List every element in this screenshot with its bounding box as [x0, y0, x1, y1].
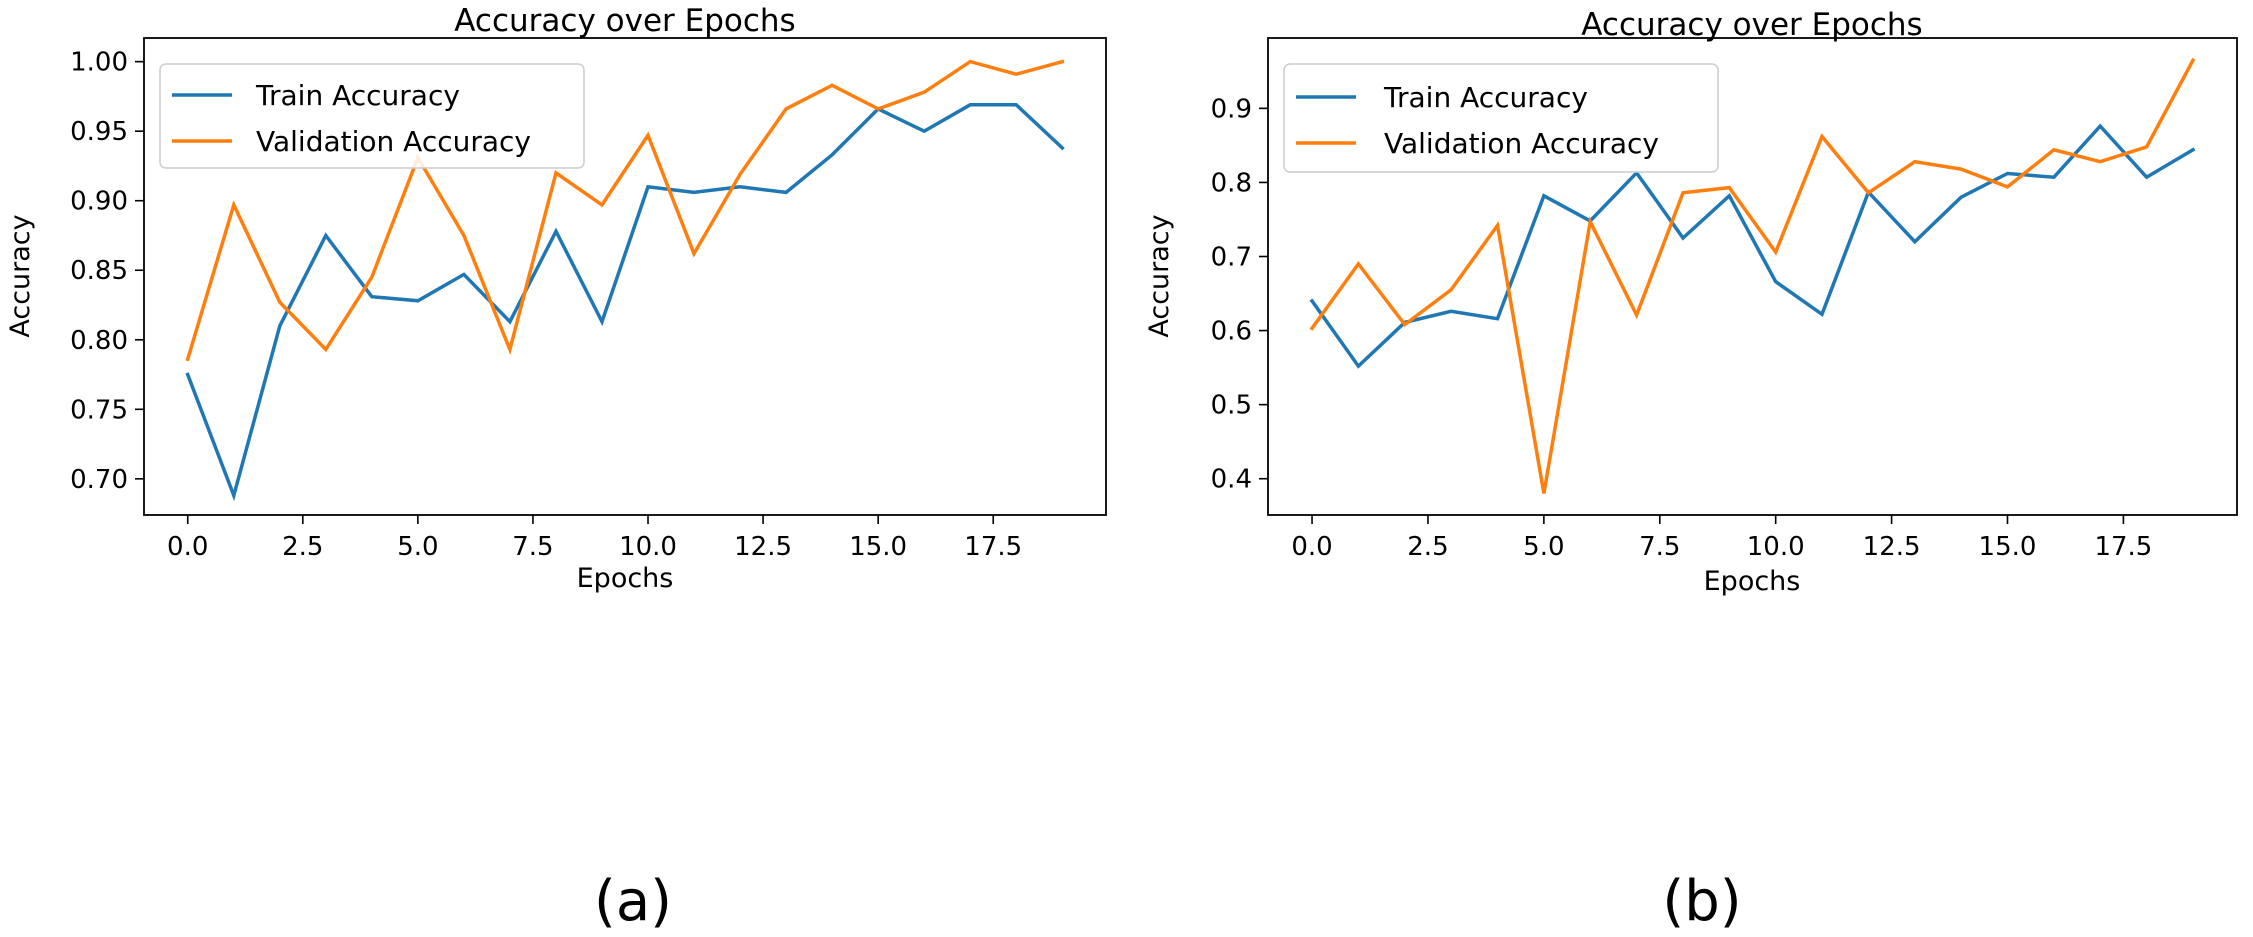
y-tick-label: 0.9	[1211, 94, 1252, 124]
y-tick-label: 0.95	[70, 117, 128, 147]
y-tick-label: 0.90	[70, 187, 128, 217]
y-ticks: 0.70 0.75 0.80 0.85 0.90 0.95 1.00	[70, 48, 144, 495]
y-axis-label: Accuracy	[1144, 214, 1175, 337]
chart-panel-b: Accuracy over Epochs Epochs Accuracy (b)…	[1144, 7, 2238, 934]
legend-box	[159, 63, 585, 169]
legend-box	[1283, 63, 1719, 173]
y-tick-label: 0.70	[70, 465, 128, 495]
y-tick-label: 0.5	[1211, 391, 1252, 421]
series-line-validation-accuracy	[1309, 57, 2196, 494]
x-tick-label: 15.0	[849, 532, 907, 562]
y-ticks: 0.4 0.5 0.6 0.7 0.8 0.9	[1211, 94, 1268, 495]
y-tick-label: 0.7	[1211, 243, 1252, 273]
x-tick-label: 0.0	[1291, 532, 1332, 562]
y-tick-label: 0.8	[1211, 168, 1252, 198]
x-tick-label: 12.5	[1863, 532, 1921, 562]
legend-label-train: Train Accuracy	[1383, 81, 1588, 114]
x-tick-label: 5.0	[1523, 532, 1564, 562]
series-lines	[185, 59, 1065, 502]
x-tick-label: 10.0	[1747, 532, 1805, 562]
series-line-train-accuracy	[1309, 123, 2196, 369]
legend-label-train: Train Accuracy	[255, 79, 460, 112]
x-tick-label: 17.5	[2094, 532, 2152, 562]
y-tick-label: 0.80	[70, 326, 128, 356]
legend-label-validation: Validation Accuracy	[256, 125, 531, 158]
series-line-train-accuracy	[185, 103, 1065, 502]
legend: Train Accuracy Validation Accuracy	[159, 63, 585, 169]
x-tick-label: 5.0	[397, 532, 438, 562]
x-tick-label: 0.0	[167, 532, 208, 562]
y-tick-label: 0.6	[1211, 317, 1252, 347]
y-axis-label: Accuracy	[5, 214, 36, 337]
y-tick-label: 0.75	[70, 395, 128, 425]
y-tick-label: 0.4	[1211, 465, 1252, 495]
series-line-validation-accuracy	[185, 59, 1065, 362]
chart-panel-a: Accuracy over Epochs Epochs Accuracy (a)…	[5, 3, 1107, 934]
x-tick-label: 2.5	[282, 532, 323, 562]
legend: Train Accuracy Validation Accuracy	[1283, 63, 1719, 173]
series-lines	[1309, 57, 2196, 494]
chart-title: Accuracy over Epochs	[454, 3, 795, 39]
x-ticks: 0.0 2.5 5.0 7.5 10.0 12.5 15.0 17.5	[167, 515, 1022, 562]
x-tick-label: 2.5	[1407, 532, 1448, 562]
legend-label-validation: Validation Accuracy	[1384, 127, 1659, 160]
x-tick-label: 10.0	[619, 532, 677, 562]
x-tick-label: 7.5	[512, 532, 553, 562]
x-axis-label: Epochs	[1704, 566, 1801, 597]
plot-area-frame	[1267, 37, 2238, 516]
x-axis-label: Epochs	[577, 563, 674, 594]
x-tick-label: 17.5	[964, 532, 1022, 562]
y-tick-label: 0.85	[70, 256, 128, 286]
y-tick-label: 1.00	[70, 48, 128, 78]
x-tick-label: 7.5	[1639, 532, 1680, 562]
panel-caption: (a)	[594, 869, 672, 934]
x-ticks: 0.0 2.5 5.0 7.5 10.0 12.5 15.0 17.5	[1291, 515, 2152, 562]
x-tick-label: 15.0	[1979, 532, 2037, 562]
chart-title: Accuracy over Epochs	[1581, 7, 1922, 43]
plot-area-frame	[143, 37, 1107, 516]
x-tick-label: 12.5	[734, 532, 792, 562]
panel-caption: (b)	[1662, 869, 1741, 934]
